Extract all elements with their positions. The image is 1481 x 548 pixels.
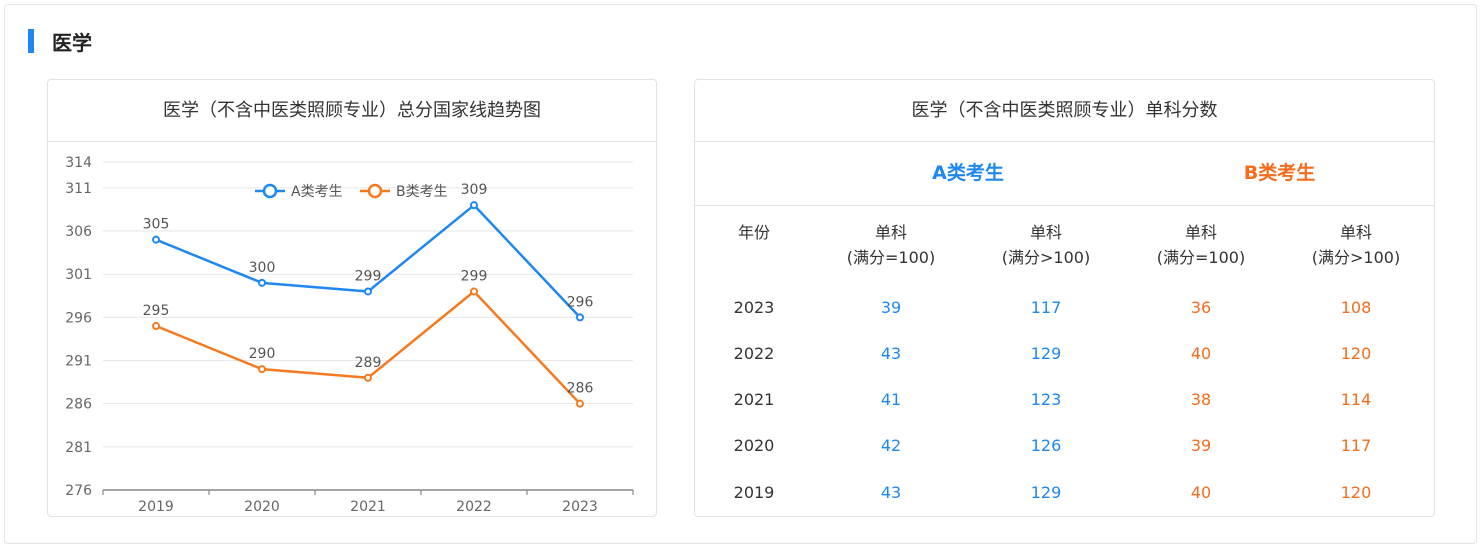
- x-tick-label: 2019: [138, 499, 174, 515]
- data-point: [470, 201, 478, 210]
- col-header-a-100: 单科 (满分=100): [816, 220, 966, 270]
- chart-card-title: 医学（不含中医类照顾专业）总分国家线趋势图: [48, 80, 656, 142]
- y-tick-label: 306: [65, 224, 92, 240]
- y-tick-label: 276: [65, 483, 92, 499]
- data-point: [152, 235, 160, 244]
- col-header-a-gt100: 单科 (满分>100): [971, 220, 1121, 270]
- b-gt100-cell: 108: [1340, 298, 1372, 317]
- y-tick-label: 296: [65, 310, 92, 326]
- legend-marker: [367, 183, 383, 199]
- section-header: 医学: [28, 28, 92, 55]
- data-label: 296: [567, 294, 594, 310]
- year-cell: 2019: [733, 483, 775, 502]
- series-line: [155, 290, 581, 405]
- a-gt100-cell: 129: [1030, 344, 1062, 363]
- data-point: [152, 322, 160, 330]
- col-header-year: 年份: [695, 220, 813, 245]
- y-tick-label: 311: [65, 181, 92, 197]
- b-100-cell: 39: [1190, 436, 1212, 455]
- group-b-label: B类考生: [1243, 162, 1316, 184]
- data-label: 289: [355, 355, 382, 371]
- data-label: 299: [355, 268, 382, 284]
- data-label: 305: [143, 217, 170, 233]
- group-a-label: A类考生: [932, 162, 1004, 184]
- group-header-row: A类考生 B类考生: [695, 142, 1434, 206]
- table-card-title: 医学（不含中医类照顾专业）单科分数: [695, 80, 1434, 142]
- b-100-cell: 40: [1190, 483, 1212, 502]
- col-header-b-100: 单科 (满分=100): [1126, 220, 1276, 270]
- y-tick-label: 301: [65, 267, 92, 283]
- col-header-year-label: 年份: [737, 223, 770, 242]
- x-tick-label: 2023: [562, 499, 598, 515]
- a-100-cell: 43: [880, 344, 902, 363]
- data-point: [258, 278, 266, 287]
- x-tick-label: 2020: [244, 499, 280, 515]
- section-title: 医学: [52, 30, 92, 55]
- b-100-cell: 40: [1190, 344, 1212, 363]
- data-label: 309: [461, 182, 488, 198]
- b-gt100-cell: 114: [1340, 390, 1372, 409]
- data-label: 286: [567, 381, 594, 397]
- year-cell: 2021: [733, 390, 775, 409]
- data-point: [470, 287, 478, 296]
- y-tick-label: 286: [65, 397, 92, 413]
- b-gt100-cell: 117: [1340, 436, 1372, 455]
- b-gt100-cell: 120: [1340, 344, 1372, 363]
- data-label: 290: [249, 346, 276, 362]
- y-tick-label: 291: [65, 354, 92, 370]
- line-chart: 276 281 286 291 296 301 306 311 314 2019 2020 2021 2…: [65, 155, 634, 515]
- col-header-line2: (满分>100): [1001, 248, 1091, 267]
- legend-marker: [262, 183, 278, 199]
- data-point: [576, 399, 584, 408]
- data-point: [258, 365, 266, 374]
- col-header-line2: (满分=100): [1156, 248, 1246, 267]
- legend-label: A类考生: [291, 184, 343, 200]
- data-point: [576, 313, 584, 322]
- a-gt100-cell: 117: [1030, 298, 1062, 317]
- data-point: [364, 373, 372, 382]
- col-header-line1: 单科: [1184, 223, 1217, 242]
- table-card: 医学（不含中医类照顾专业）单科分数 A类考生 B类考生 年份 单科 (满分=10…: [694, 79, 1435, 517]
- b-gt100-cell: 120: [1340, 483, 1372, 502]
- data-label: 300: [249, 260, 276, 276]
- y-tick-label: 281: [65, 440, 92, 456]
- b-100-cell: 36: [1190, 298, 1212, 317]
- x-tick-label: 2022: [456, 499, 492, 515]
- col-header-line1: 单科: [1339, 223, 1372, 242]
- a-100-cell: 41: [880, 390, 902, 409]
- col-header-line1: 单科: [874, 223, 907, 242]
- a-100-cell: 42: [880, 436, 902, 455]
- a-gt100-cell: 129: [1030, 483, 1062, 502]
- a-gt100-cell: 123: [1030, 390, 1062, 409]
- data-label: 299: [461, 268, 488, 284]
- year-cell: 2023: [733, 298, 775, 317]
- y-tick-label: 314: [65, 155, 92, 171]
- b-100-cell: 38: [1190, 390, 1212, 409]
- col-header-b-gt100: 单科 (满分>100): [1281, 220, 1431, 270]
- a-100-cell: 43: [880, 483, 902, 502]
- col-header-line2: (满分=100): [846, 248, 936, 267]
- chart-card: 医学（不含中医类照顾专业）总分国家线趋势图 276 281 286 291 296 301…: [47, 79, 657, 517]
- year-cell: 2022: [733, 344, 775, 363]
- a-100-cell: 39: [880, 298, 902, 317]
- x-tick-label: 2021: [350, 499, 386, 515]
- col-header-line1: 单科: [1029, 223, 1062, 242]
- data-point: [364, 287, 372, 296]
- year-cell: 2020: [733, 436, 775, 455]
- a-gt100-cell: 126: [1030, 436, 1062, 455]
- legend-label: B类考生: [396, 184, 448, 200]
- section-accent-bar: [28, 29, 34, 53]
- col-header-line2: (满分>100): [1311, 248, 1401, 267]
- series-line: [155, 203, 581, 319]
- data-label: 295: [143, 303, 170, 319]
